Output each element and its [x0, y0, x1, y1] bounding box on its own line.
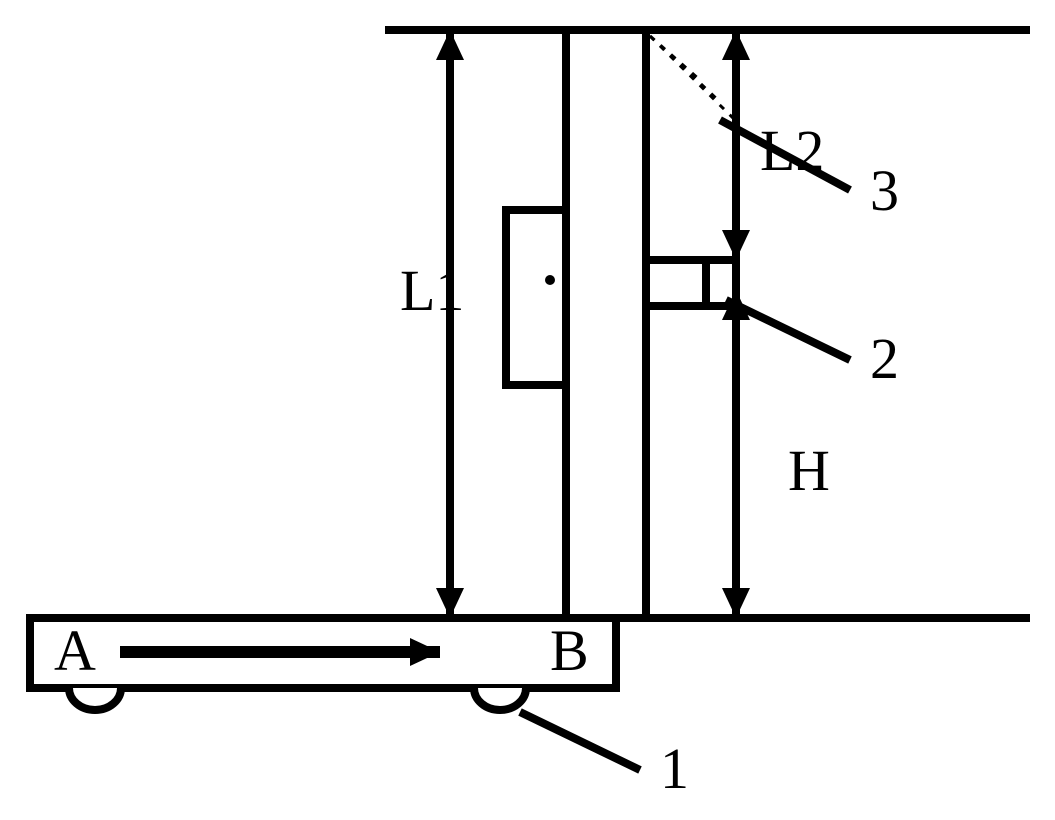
- mast-outer: [566, 30, 646, 618]
- callout-3-label: 3: [870, 158, 899, 223]
- dim-l1: L1: [400, 258, 464, 323]
- callout-2-label: 2: [870, 326, 899, 391]
- wheel-right: [474, 688, 526, 710]
- callout-1-label: 1: [660, 736, 689, 801]
- label-a: A: [54, 618, 96, 683]
- mast-inner: [506, 210, 566, 385]
- bracket: [646, 260, 736, 306]
- pivot-dot: [545, 275, 555, 285]
- label-b: B: [550, 618, 589, 683]
- wheel-left: [69, 688, 121, 710]
- callout-1-leader: [520, 712, 640, 770]
- fan-ray: [650, 36, 735, 120]
- dim-h: H: [788, 438, 830, 503]
- callout-2-leader: [726, 300, 850, 360]
